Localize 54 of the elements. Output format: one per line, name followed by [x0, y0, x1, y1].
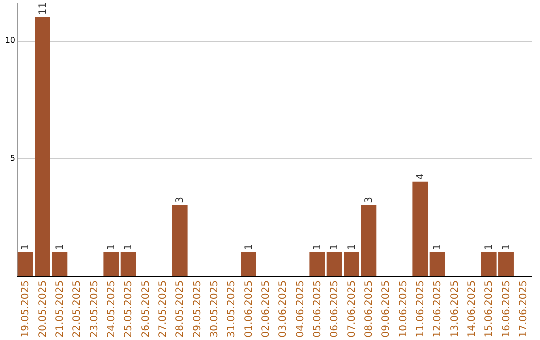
x-tick-label: 28.05.2025: [175, 280, 186, 338]
data-label: 3: [175, 197, 186, 204]
x-tick-label: 01.06.2025: [244, 280, 255, 338]
x-tick-label: 12.06.2025: [432, 280, 444, 338]
data-label: 4: [415, 173, 426, 180]
x-tick-label: 05.06.2025: [312, 280, 324, 338]
bar: [172, 205, 188, 276]
x-tick-label: 17.06.2025: [518, 280, 530, 338]
x-tick-label: 07.06.2025: [346, 280, 358, 338]
data-label: 1: [484, 244, 496, 250]
x-tick-label: 26.05.2025: [140, 280, 152, 338]
data-label: 11: [38, 2, 49, 16]
bar: [310, 252, 326, 276]
data-label: 1: [432, 244, 444, 250]
x-tick-label: 13.06.2025: [450, 280, 461, 338]
x-tick-label: 30.05.2025: [209, 280, 220, 338]
x-tick-label: 15.06.2025: [484, 280, 496, 338]
x-tick-label: 14.06.2025: [466, 280, 478, 338]
data-label: 1: [106, 244, 118, 250]
data-label: 1: [346, 244, 358, 250]
x-tick-label: 11.06.2025: [415, 280, 426, 338]
x-tick-label: 02.06.2025: [260, 280, 272, 338]
data-label: 1: [312, 244, 324, 250]
x-tick-label: 09.06.2025: [381, 280, 392, 338]
x-tick-label: 24.05.2025: [106, 280, 118, 338]
bar: [104, 252, 120, 276]
x-tick-label: 31.05.2025: [226, 280, 238, 338]
x-tick-label: 08.06.2025: [364, 280, 375, 338]
x-tick-label: 03.06.2025: [278, 280, 290, 338]
x-tick-label: 23.05.2025: [89, 280, 100, 338]
bar: [430, 252, 446, 276]
data-label: 1: [244, 244, 255, 250]
data-label: 1: [20, 244, 32, 250]
x-tick-label: 04.06.2025: [295, 280, 306, 338]
x-tick-label: 27.05.2025: [158, 280, 169, 338]
x-tick-label: 25.05.2025: [124, 280, 135, 338]
data-label: 1: [501, 244, 512, 250]
x-tick-label: 10.06.2025: [398, 280, 410, 338]
data-label: 3: [364, 197, 375, 204]
data-label: 1: [330, 244, 341, 250]
x-tick-label: 21.05.2025: [54, 280, 66, 338]
data-label: 1: [124, 244, 135, 250]
bar: [241, 252, 256, 276]
x-tick-label: 16.06.2025: [501, 280, 512, 338]
x-tick-label: 20.05.2025: [38, 280, 49, 338]
x-tick-label: 29.05.2025: [192, 280, 204, 338]
y-tick-label: 10: [5, 36, 16, 46]
x-tick-label: 22.05.2025: [72, 280, 84, 338]
y-tick-label: 5: [10, 154, 16, 163]
bar: [412, 182, 428, 276]
x-tick-label: 06.06.2025: [330, 280, 341, 338]
data-label: 1: [54, 244, 66, 250]
bar: [120, 252, 136, 276]
x-tick-label: 19.05.2025: [20, 280, 32, 338]
